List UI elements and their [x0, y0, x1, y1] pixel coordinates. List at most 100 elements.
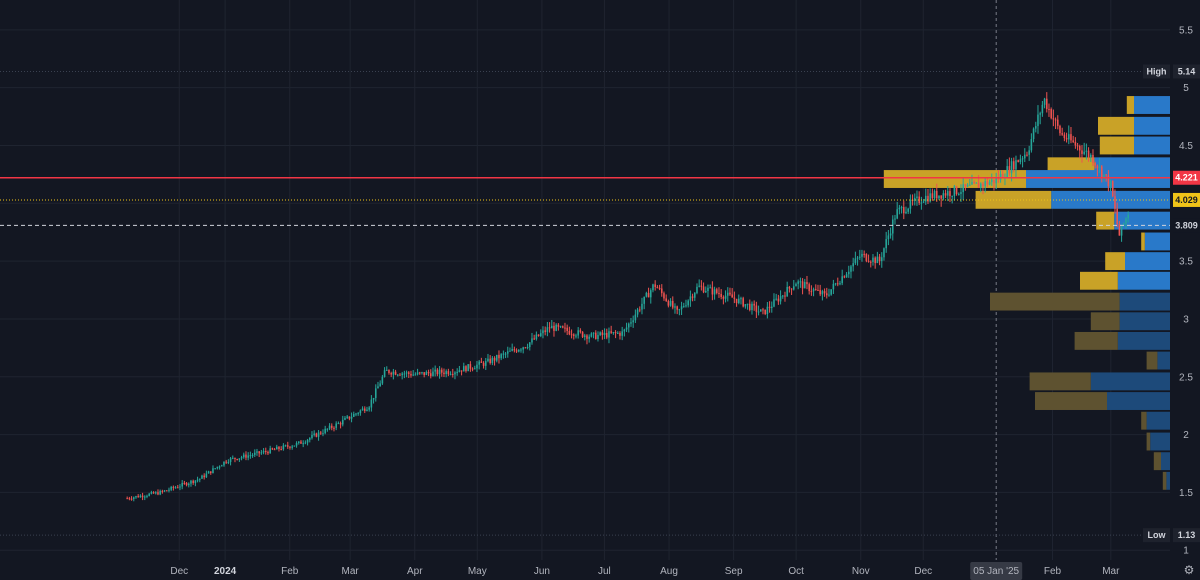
candle-body [1072, 140, 1074, 142]
candle-body [1021, 158, 1024, 160]
profile-bar-up [1157, 351, 1170, 370]
candle-body [856, 257, 859, 259]
candle-body [1105, 174, 1107, 176]
candle-body [482, 362, 485, 366]
candle-body [762, 309, 764, 311]
candle-body [823, 291, 826, 294]
candle-body [1010, 161, 1013, 174]
candle-body [423, 372, 425, 376]
candle-body [438, 369, 441, 375]
candle-body [390, 373, 392, 375]
candle-body [1074, 141, 1077, 146]
candle-body [509, 350, 511, 352]
candle-body [898, 207, 901, 210]
candle-body [828, 294, 830, 296]
candle-body [561, 326, 564, 328]
candle-body [865, 254, 868, 261]
candle-body [592, 332, 595, 334]
candle-body [544, 330, 546, 332]
candle-body [1065, 138, 1068, 140]
candle-body [460, 370, 463, 372]
candle-body [988, 182, 991, 185]
x-tick-label: Dec [170, 566, 188, 577]
candle-body [498, 354, 500, 359]
candle-body [381, 376, 384, 384]
candle-body [709, 287, 711, 289]
price-line-value: 4.221 [1175, 173, 1198, 183]
candle-body [909, 199, 912, 209]
x-crosshair-label: 05 Jan '25 [973, 566, 1019, 577]
candle-body [533, 338, 535, 340]
candle-body [300, 441, 302, 444]
x-axis: Dec 2024 Feb Mar Apr May Jun Jul Aug Sep Oct Nov Dec… [170, 562, 1120, 580]
candle-body [949, 191, 951, 197]
candle-body [669, 300, 672, 306]
candle-body [493, 357, 496, 361]
profile-bar-down [883, 170, 1026, 188]
profile-bar-down [1146, 351, 1158, 370]
candle-body [1116, 208, 1118, 224]
candle-body [352, 414, 355, 417]
candle-body [469, 364, 472, 369]
candle-body [271, 448, 274, 450]
candle-body [528, 342, 531, 348]
candle-body [707, 287, 709, 292]
candle-body [1078, 145, 1081, 151]
candle-body [616, 332, 619, 334]
candle-body [643, 296, 645, 304]
candle-body [1015, 160, 1017, 170]
candle-body [575, 335, 577, 337]
candle-body [128, 498, 131, 500]
candle-body [975, 182, 978, 184]
settings-icon[interactable]: ⚙ [1183, 563, 1195, 577]
candle-body [306, 439, 309, 443]
candle-body [447, 371, 450, 375]
candle-body [537, 334, 540, 336]
x-tick-label: Apr [407, 566, 423, 577]
candle-body [487, 358, 489, 362]
candle-body [1048, 109, 1050, 111]
candle-body [1019, 159, 1022, 162]
candle-body [205, 473, 208, 478]
candle-body [808, 284, 810, 292]
candle-body [627, 323, 630, 328]
candle-body [944, 193, 947, 196]
candle-body [517, 349, 520, 352]
candle-body [278, 446, 280, 449]
candle-body [385, 369, 388, 371]
candle-body [916, 196, 918, 198]
candle-body [1114, 196, 1116, 209]
candle-body [427, 371, 430, 374]
candle-body [229, 458, 232, 462]
price-line-value: 3.809 [1175, 220, 1198, 230]
y-tick-label: 3 [1183, 314, 1189, 325]
candle-body [955, 186, 958, 194]
x-tick-label: Oct [788, 566, 804, 577]
candle-body [711, 287, 714, 295]
candle-body [1127, 214, 1129, 219]
candle-body [264, 450, 267, 452]
candle-body [933, 190, 936, 199]
profile-bar-up [1117, 271, 1170, 290]
candle-body [1109, 181, 1112, 187]
price-line-badge [1173, 170, 1200, 185]
candle-body [962, 184, 964, 193]
candle-body [154, 492, 157, 494]
candle-body [295, 443, 298, 446]
candle-body [687, 300, 689, 306]
profile-bar-down [1029, 372, 1091, 391]
candle-body [491, 357, 494, 364]
candle-body [986, 181, 989, 185]
price-lines [0, 70, 1170, 536]
candle-body [658, 288, 661, 290]
candle-body [724, 295, 727, 299]
candle-body [1037, 114, 1039, 127]
candle-body [720, 293, 722, 298]
candle-body [1125, 218, 1127, 224]
candle-body [500, 354, 502, 359]
candle-body [680, 306, 683, 310]
candle-body [889, 233, 892, 236]
candle-body [484, 361, 487, 366]
candle-body [995, 178, 997, 184]
